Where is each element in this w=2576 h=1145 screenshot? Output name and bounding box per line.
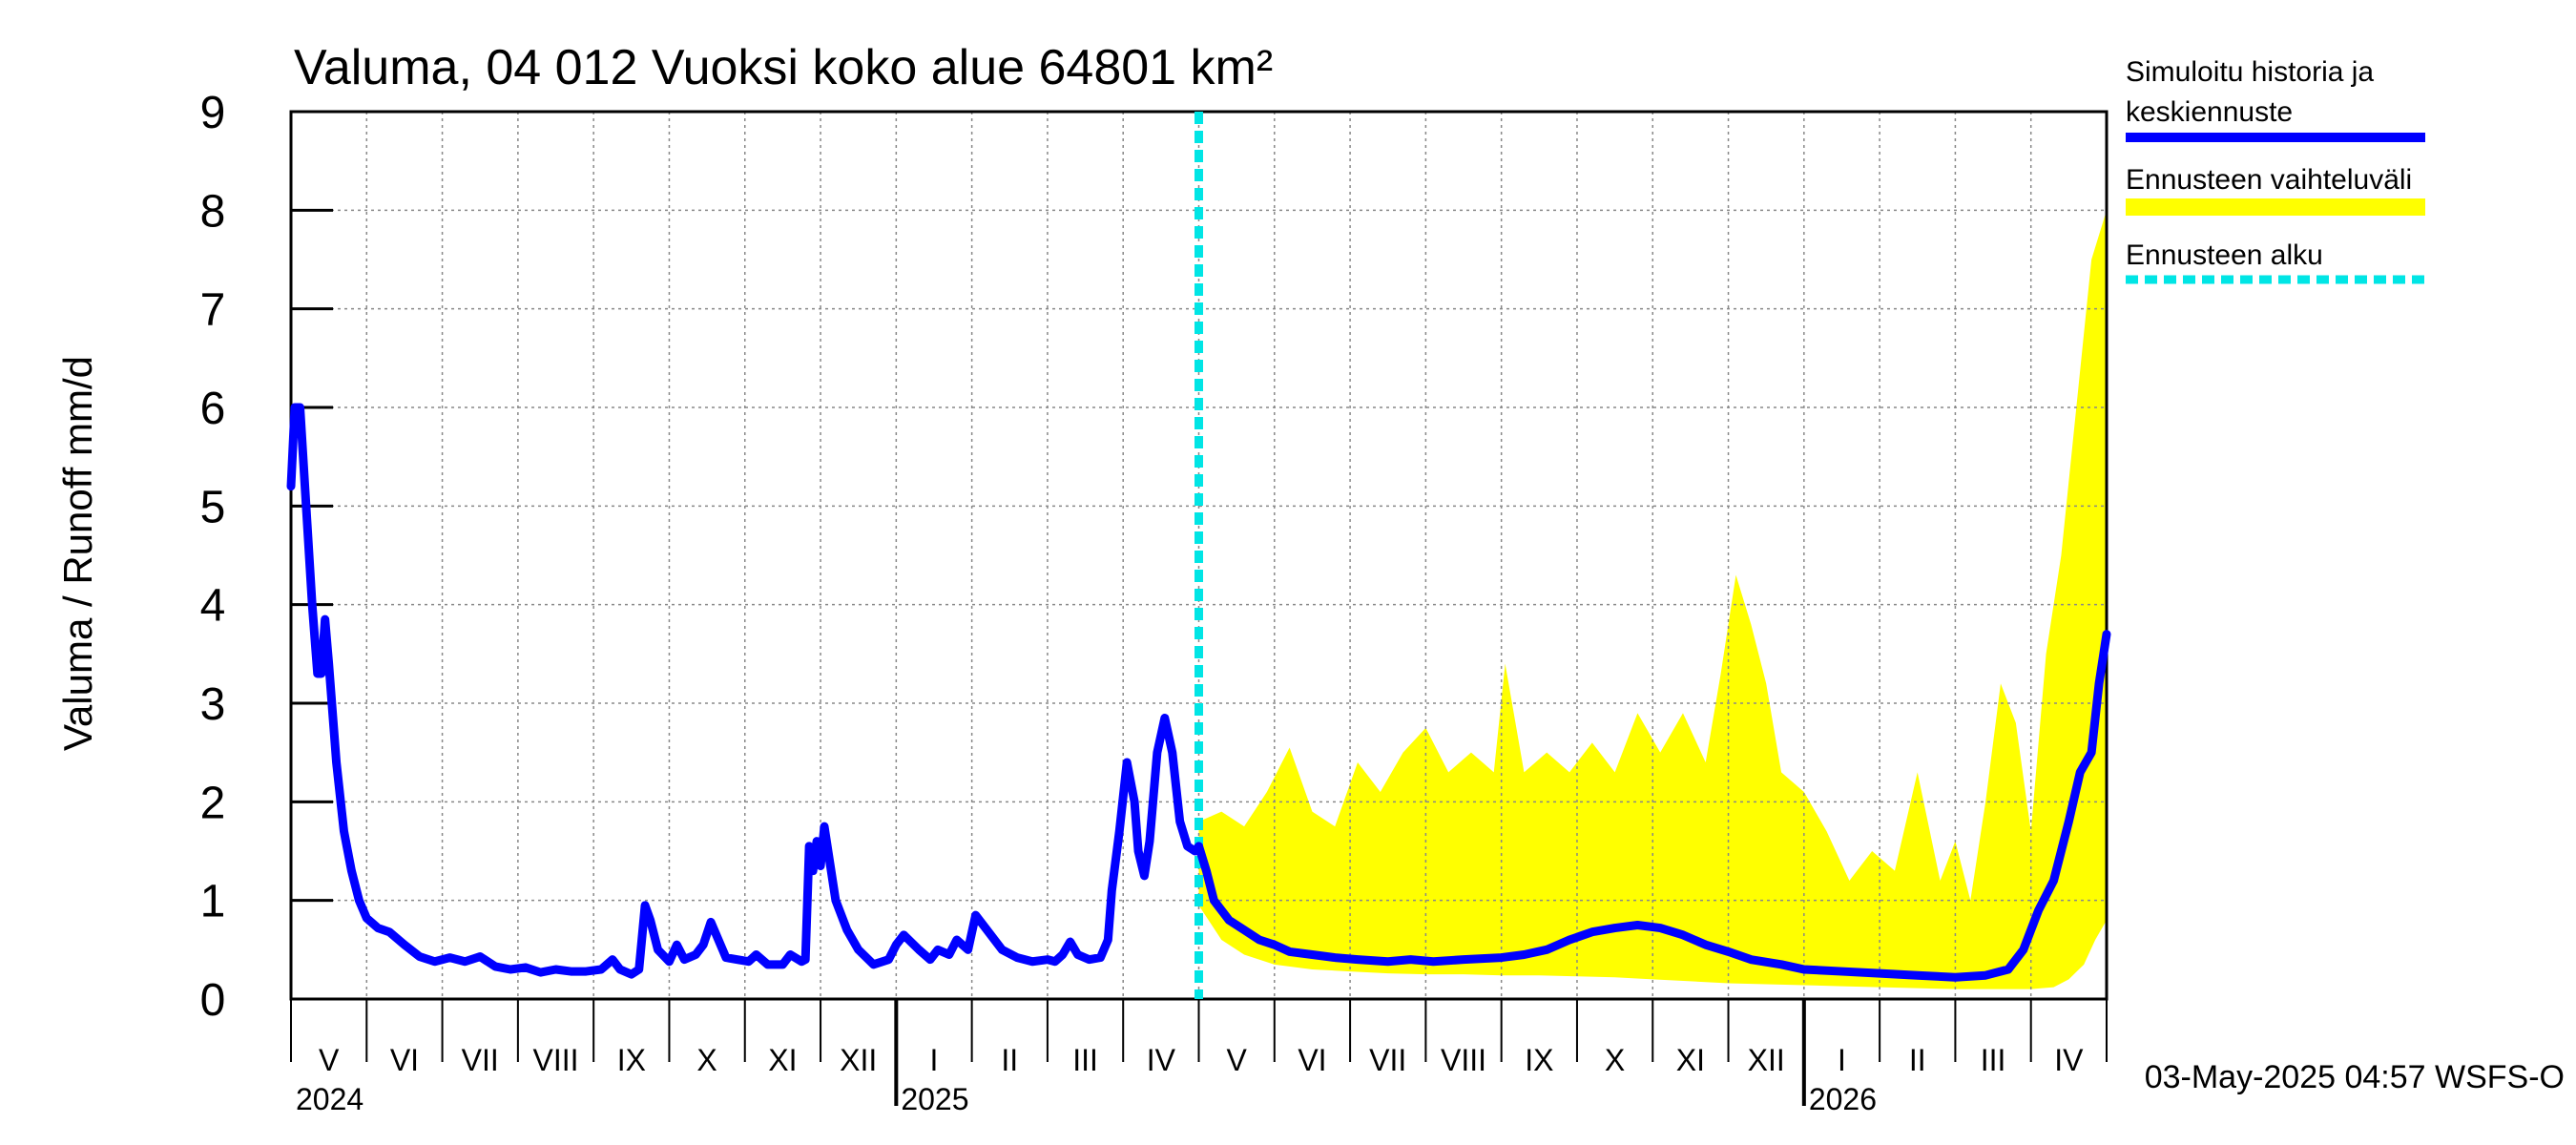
x-month-label: IV	[2054, 1043, 2084, 1077]
y-tick-label: 8	[200, 186, 226, 237]
x-month-label: IX	[1525, 1043, 1553, 1077]
y-tick-label: 7	[200, 285, 226, 336]
y-tick-label: 6	[200, 384, 226, 434]
x-month-label: II	[1909, 1043, 1926, 1077]
x-year-label: 2026	[1809, 1082, 1877, 1116]
x-month-label: IV	[1147, 1043, 1176, 1077]
x-month-label: III	[1981, 1043, 2006, 1077]
x-month-label: XII	[840, 1043, 877, 1077]
x-month-label: V	[319, 1043, 340, 1077]
x-month-label: I	[930, 1043, 939, 1077]
footer-timestamp: 03-May-2025 04:57 WSFS-O	[2145, 1059, 2565, 1095]
x-month-label: VIII	[1441, 1043, 1486, 1077]
x-year-label: 2024	[296, 1082, 364, 1116]
x-month-label: VI	[390, 1043, 419, 1077]
legend-item-label: Simuloitu historia ja	[2126, 56, 2374, 88]
y-tick-label: 0	[200, 975, 226, 1026]
y-tick-label: 3	[200, 679, 226, 730]
y-tick-label: 4	[200, 581, 226, 632]
x-month-label: XI	[768, 1043, 797, 1077]
x-month-label: X	[696, 1043, 717, 1077]
runoff-series-line	[286, 403, 2111, 982]
y-tick-label: 2	[200, 778, 226, 828]
legend-item-label-2: keskiennuste	[2126, 96, 2293, 128]
legend-item-label: Ennusteen alku	[2126, 239, 2323, 271]
y-axis-label: Valuma / Runoff mm/d	[55, 356, 100, 751]
x-year-label: 2025	[901, 1082, 968, 1116]
chart-title: Valuma, 04 012 Vuoksi koko alue 64801 km…	[294, 40, 1273, 95]
x-month-label: VII	[1369, 1043, 1406, 1077]
x-month-label: I	[1838, 1043, 1846, 1077]
x-month-label: III	[1072, 1043, 1098, 1077]
x-month-label: V	[1226, 1043, 1247, 1077]
x-month-label: X	[1605, 1043, 1625, 1077]
x-month-label: VI	[1298, 1043, 1326, 1077]
y-tick-label: 1	[200, 877, 226, 927]
x-month-label: IX	[617, 1043, 646, 1077]
x-month-label: II	[1001, 1043, 1018, 1077]
y-tick-label: 9	[200, 88, 226, 138]
x-month-label: VII	[462, 1043, 499, 1077]
x-month-label: VIII	[533, 1043, 579, 1077]
x-month-label: XII	[1748, 1043, 1785, 1077]
legend-item-label: Ennusteen vaihteluväli	[2126, 164, 2412, 196]
y-tick-label: 5	[200, 482, 226, 532]
x-month-label: XI	[1676, 1043, 1705, 1077]
